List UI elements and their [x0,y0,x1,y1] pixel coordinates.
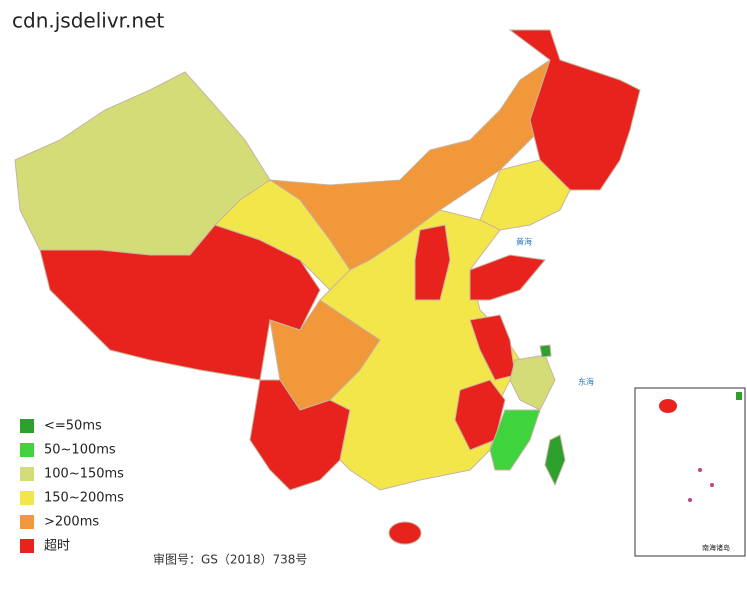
island-dot [688,498,692,502]
inset-label: 南海诸岛 [702,543,730,552]
legend-swatch [20,443,34,457]
inset: 南海诸岛 [634,387,746,557]
fujian [489,409,541,471]
sea-label: 黄海 [516,237,532,247]
legend-swatch [20,467,34,481]
legend-label: 超时 [44,539,70,554]
shandong [469,254,546,301]
legend: <=50ms 50~100ms 100~150ms 150~200ms >200ms 超时 [20,419,124,554]
inset-island [736,392,742,400]
shanxi [414,224,451,301]
legend-label: >200ms [44,515,99,530]
legend-label: <=50ms [44,419,102,434]
inset-frame [634,387,746,557]
shanghai [539,344,552,358]
legend-swatch [20,491,34,505]
northeast [508,29,641,191]
inset-island [659,399,677,413]
footer: 审图号：GS（2018）738号 [153,552,307,567]
title: cdn.jsdelivr.net [12,9,164,33]
legend-swatch [20,515,34,529]
hainan [388,521,422,545]
legend-swatch [20,419,34,433]
legend-label: 150~200ms [44,491,124,506]
island-dot [710,483,714,487]
legend-label: 50~100ms [44,443,116,458]
island-dot [698,468,702,472]
legend-swatch [20,539,34,553]
china-map [14,29,641,545]
legend-label: 100~150ms [44,467,124,482]
taiwan [544,434,566,487]
sea-label: 东海 [578,377,594,387]
